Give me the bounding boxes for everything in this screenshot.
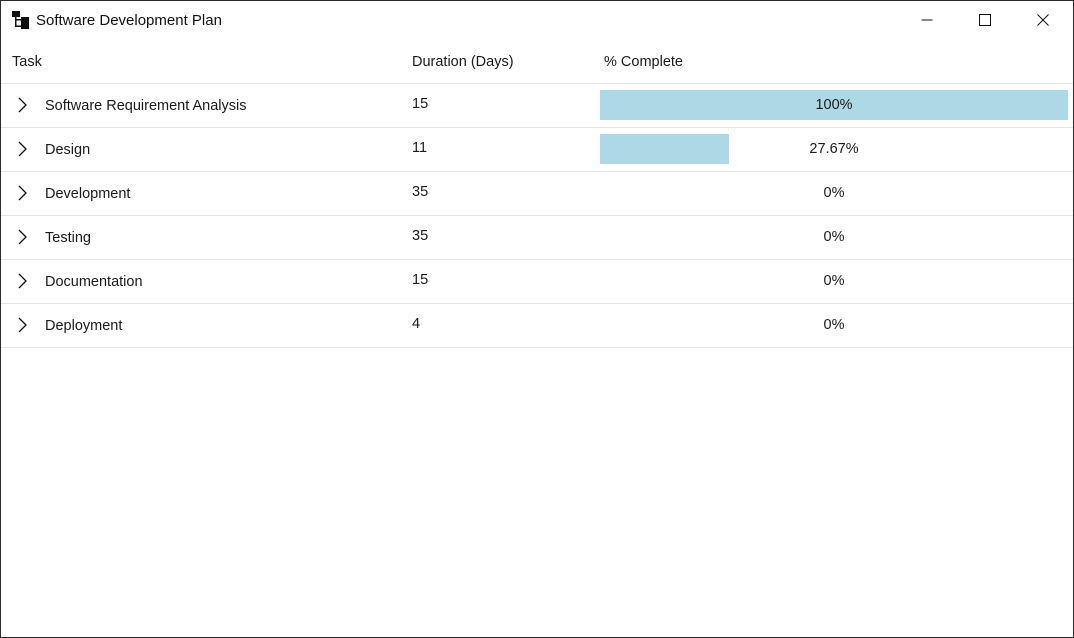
maximize-button[interactable] xyxy=(956,1,1014,39)
task-name: Deployment xyxy=(45,318,123,334)
chevron-right-icon[interactable] xyxy=(15,140,29,158)
minimize-icon xyxy=(921,19,933,21)
table-row[interactable]: Development 35 0% xyxy=(1,172,1073,216)
task-name: Testing xyxy=(45,230,91,246)
progress-label: 0% xyxy=(823,229,845,245)
tree-hierarchy-icon xyxy=(11,10,31,30)
progress-bar: 100% xyxy=(600,90,1068,120)
progress-bar: 0% xyxy=(600,310,1068,340)
progress-label: 0% xyxy=(823,317,845,333)
table-row[interactable]: Documentation 15 0% xyxy=(1,260,1073,304)
task-name: Development xyxy=(45,186,131,202)
chevron-right-icon[interactable] xyxy=(15,184,29,202)
table-row[interactable]: Testing 35 0% xyxy=(1,216,1073,260)
tree-grid: Task Duration (Days) % Complete Software… xyxy=(1,40,1073,348)
table-row[interactable]: Deployment 4 0% xyxy=(1,304,1073,348)
task-name: Documentation xyxy=(45,274,143,290)
task-duration: 11 xyxy=(412,140,428,156)
progress-label: 0% xyxy=(823,185,845,201)
maximize-icon xyxy=(979,14,991,26)
task-name: Software Requirement Analysis xyxy=(45,98,247,114)
column-header-duration[interactable]: Duration (Days) xyxy=(412,54,514,70)
task-duration: 35 xyxy=(412,184,429,200)
table-row[interactable]: Software Requirement Analysis 15 100% xyxy=(1,84,1073,128)
chevron-right-icon[interactable] xyxy=(15,316,29,334)
column-header-complete[interactable]: % Complete xyxy=(604,54,683,70)
progress-label: 100% xyxy=(815,97,853,113)
progress-label: 0% xyxy=(823,273,845,289)
task-name: Design xyxy=(45,142,91,158)
task-duration: 15 xyxy=(412,272,429,288)
chevron-right-icon[interactable] xyxy=(15,272,29,290)
progress-bar: 0% xyxy=(600,222,1068,252)
task-duration: 4 xyxy=(412,316,421,332)
task-duration: 35 xyxy=(412,228,429,244)
progress-bar: 27.67% xyxy=(600,134,1068,164)
progress-fill xyxy=(600,90,1068,120)
title-bar[interactable]: Software Development Plan xyxy=(1,1,1073,39)
task-duration: 15 xyxy=(412,96,429,112)
grid-header: Task Duration (Days) % Complete xyxy=(1,40,1073,84)
minimize-button[interactable] xyxy=(898,1,956,39)
chevron-right-icon[interactable] xyxy=(15,228,29,246)
close-button[interactable] xyxy=(1014,1,1072,39)
column-header-task[interactable]: Task xyxy=(12,54,42,70)
progress-bar: 0% xyxy=(600,178,1068,208)
progress-label: 27.67% xyxy=(809,141,859,157)
progress-bar: 0% xyxy=(600,266,1068,296)
close-icon xyxy=(1037,14,1049,26)
window-title: Software Development Plan xyxy=(36,12,222,29)
table-row[interactable]: Design 11 27.67% xyxy=(1,128,1073,172)
chevron-right-icon[interactable] xyxy=(15,96,29,114)
progress-fill xyxy=(600,134,730,164)
